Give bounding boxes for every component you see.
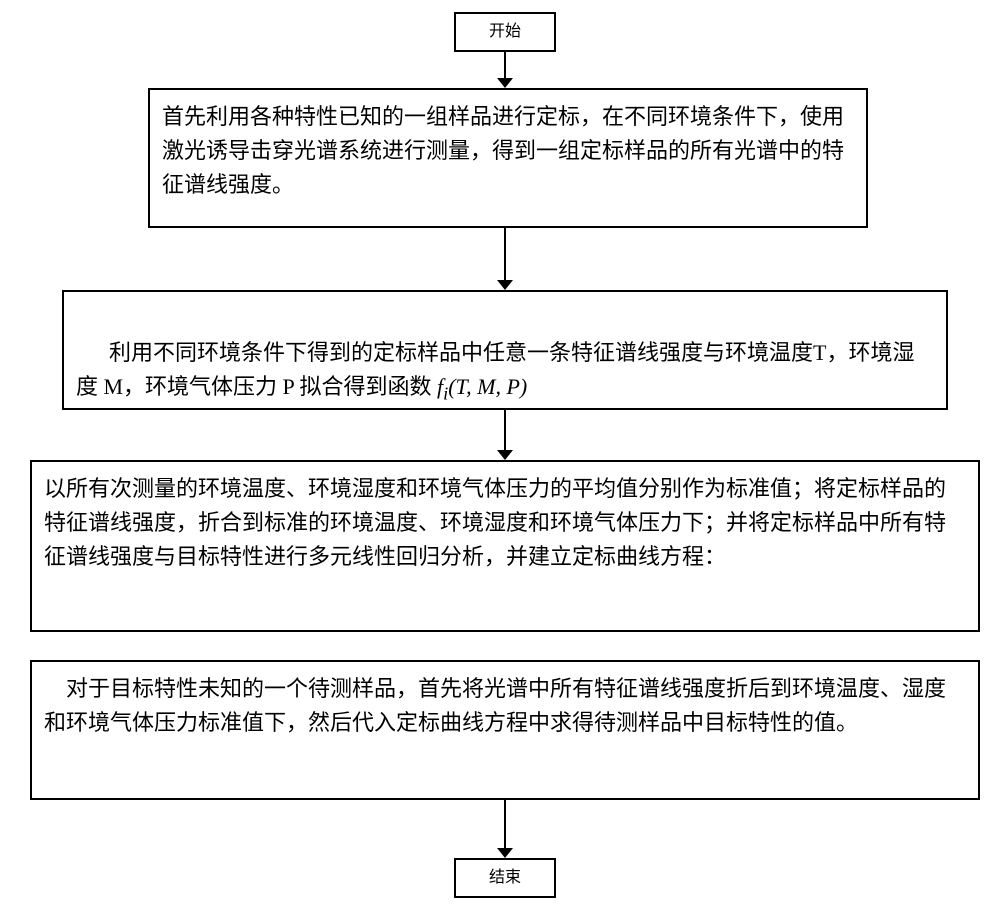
start-node: 开始 [454, 12, 556, 52]
step3-text: 以所有次测量的环境温度、环境湿度和环境气体压力的平均值分别作为标准值；将定标样品… [32, 462, 978, 584]
step2-function: fi(T, M, P) [437, 374, 527, 399]
arrow-step1-step2 [497, 228, 513, 290]
flowchart-canvas: 开始 首先利用各种特性已知的一组样品进行定标，在不同环境条件下，使用激光诱导击穿… [0, 0, 1000, 916]
step1-text: 首先利用各种特性已知的一组样品进行定标，在不同环境条件下，使用激光诱导击穿光谱系… [150, 90, 866, 212]
step3-node: 以所有次测量的环境温度、环境湿度和环境气体压力的平均值分别作为标准值；将定标样品… [30, 460, 980, 632]
arrow-start-step1 [497, 52, 513, 88]
step1-node: 首先利用各种特性已知的一组样品进行定标，在不同环境条件下，使用激光诱导击穿光谱系… [148, 88, 868, 228]
step4-node: 对于目标特性未知的一个待测样品，首先将光谱中所有特征谱线强度折后到环境温度、湿度… [30, 660, 980, 800]
end-label: 结束 [485, 862, 525, 895]
step2-node: 利用不同环境条件下得到的定标样品中任意一条特征谱线强度与环境温度T，环境湿度 M… [62, 290, 948, 410]
end-node: 结束 [454, 858, 556, 898]
arrow-step4-end [497, 800, 513, 858]
start-label: 开始 [485, 16, 525, 49]
step4-text: 对于目标特性未知的一个待测样品，首先将光谱中所有特征谱线强度折后到环境温度、湿度… [32, 662, 978, 750]
arrow-step2-step3 [497, 410, 513, 460]
